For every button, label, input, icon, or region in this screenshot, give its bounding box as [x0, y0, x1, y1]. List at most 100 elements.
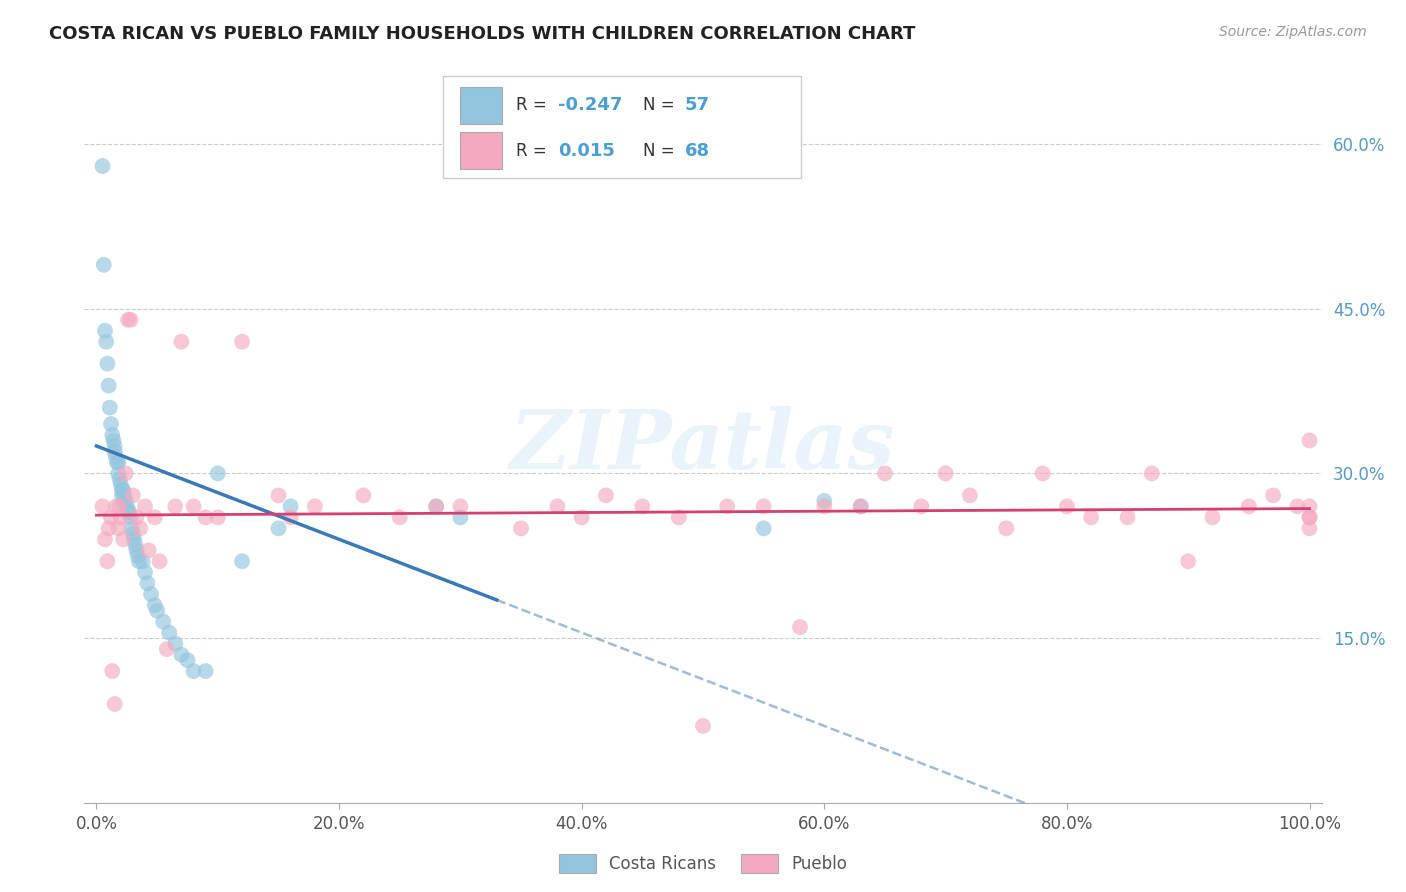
Point	[129, 521, 152, 535]
Point	[1080, 510, 1102, 524]
Point	[110, 477, 132, 491]
Point	[96, 357, 118, 371]
Point	[91, 159, 114, 173]
Point	[152, 615, 174, 629]
Text: 68: 68	[685, 142, 710, 160]
Point	[1298, 500, 1320, 514]
Text: COSTA RICAN VS PUEBLO FAMILY HOUSEHOLDS WITH CHILDREN CORRELATION CHART: COSTA RICAN VS PUEBLO FAMILY HOUSEHOLDS …	[49, 25, 915, 43]
Point	[1298, 510, 1320, 524]
Point	[449, 510, 471, 524]
Point	[115, 500, 138, 514]
Point	[165, 637, 187, 651]
Point	[143, 510, 166, 524]
Point	[995, 521, 1018, 535]
Point	[104, 439, 127, 453]
Point	[170, 334, 193, 349]
Point	[849, 500, 872, 514]
Point	[716, 500, 738, 514]
Point	[94, 324, 117, 338]
Point	[134, 500, 156, 514]
Point	[98, 401, 121, 415]
Point	[127, 549, 149, 563]
Point	[112, 494, 135, 508]
Point	[813, 494, 835, 508]
Point	[388, 510, 411, 524]
Point	[101, 428, 124, 442]
Point	[1298, 434, 1320, 448]
Point	[1032, 467, 1054, 481]
Text: 0.015: 0.015	[558, 142, 614, 160]
Point	[1286, 500, 1309, 514]
Point	[104, 450, 127, 464]
Point	[120, 510, 142, 524]
Point	[304, 500, 326, 514]
Point	[131, 554, 153, 568]
Point	[104, 500, 127, 514]
Point	[425, 500, 447, 514]
Point	[122, 488, 145, 502]
Point	[571, 510, 593, 524]
Point	[139, 587, 162, 601]
Text: N =: N =	[643, 96, 679, 114]
Point	[125, 510, 148, 524]
Point	[1201, 510, 1223, 524]
Text: 57: 57	[685, 96, 710, 114]
Point	[183, 664, 205, 678]
Point	[668, 510, 690, 524]
Point	[165, 500, 187, 514]
Point	[114, 467, 136, 481]
Point	[117, 312, 139, 326]
Text: N =: N =	[643, 142, 679, 160]
Point	[93, 258, 115, 272]
Point	[267, 521, 290, 535]
Point	[122, 533, 145, 547]
Point	[692, 719, 714, 733]
Point	[752, 521, 775, 535]
Point	[267, 488, 290, 502]
Point	[935, 467, 957, 481]
Point	[183, 500, 205, 514]
Point	[910, 500, 932, 514]
Point	[156, 642, 179, 657]
Point	[91, 500, 114, 514]
Point	[510, 521, 533, 535]
Point	[96, 554, 118, 568]
Point	[128, 554, 150, 568]
Point	[104, 444, 127, 458]
Point	[207, 467, 229, 481]
Point	[97, 521, 120, 535]
Point	[111, 488, 134, 502]
Point	[170, 648, 193, 662]
Point	[104, 697, 127, 711]
Text: ZIPatlas: ZIPatlas	[510, 406, 896, 486]
Point	[873, 467, 896, 481]
Point	[194, 510, 217, 524]
Point	[125, 543, 148, 558]
Point	[1237, 500, 1260, 514]
Point	[157, 625, 180, 640]
Point	[120, 312, 142, 326]
Point	[789, 620, 811, 634]
Text: R =: R =	[516, 96, 553, 114]
Point	[111, 483, 134, 497]
Point	[631, 500, 654, 514]
Point	[107, 521, 129, 535]
Point	[108, 500, 131, 514]
Point	[813, 500, 835, 514]
Legend: Costa Ricans, Pueblo: Costa Ricans, Pueblo	[553, 847, 853, 880]
Point	[1261, 488, 1284, 502]
Point	[94, 533, 117, 547]
Point	[122, 526, 145, 541]
Point	[352, 488, 374, 502]
Point	[959, 488, 981, 502]
Point	[103, 434, 125, 448]
Point	[105, 455, 128, 469]
Point	[280, 510, 302, 524]
Point	[124, 538, 146, 552]
Point	[134, 566, 156, 580]
Point	[1140, 467, 1163, 481]
Point	[101, 664, 124, 678]
Point	[849, 500, 872, 514]
Point	[108, 472, 131, 486]
Point	[194, 664, 217, 678]
